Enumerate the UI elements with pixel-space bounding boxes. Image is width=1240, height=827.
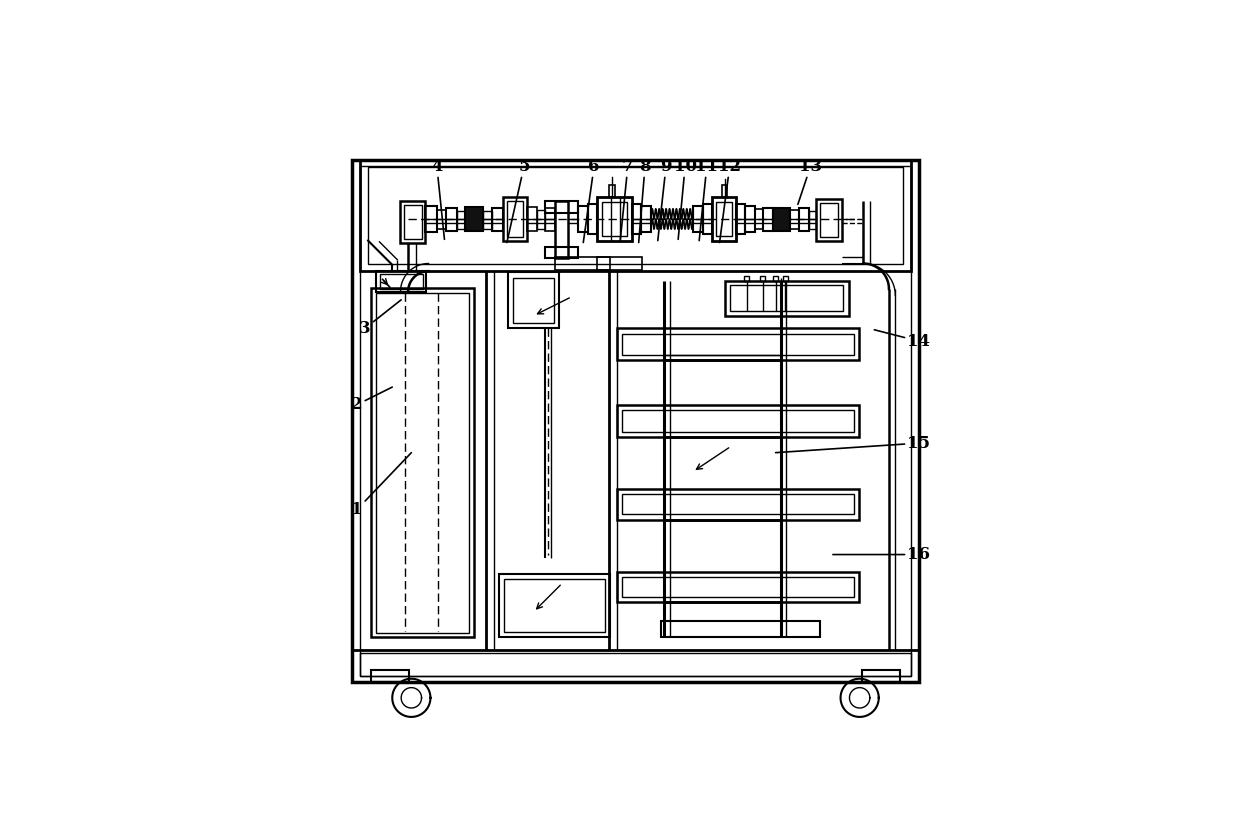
Bar <box>622 577 854 597</box>
Bar <box>361 166 910 676</box>
Bar <box>527 207 537 231</box>
Text: 1: 1 <box>351 452 412 519</box>
Bar <box>371 671 409 682</box>
Text: 14: 14 <box>874 330 930 350</box>
Text: 13: 13 <box>797 158 822 204</box>
Text: 11: 11 <box>696 158 718 241</box>
Bar <box>722 184 727 198</box>
Bar <box>790 210 799 229</box>
Text: 12: 12 <box>718 158 742 242</box>
Bar <box>361 653 910 676</box>
Bar <box>730 285 843 311</box>
Text: 2: 2 <box>351 387 392 414</box>
Bar <box>361 160 910 271</box>
Bar <box>862 671 900 682</box>
Bar <box>737 204 745 233</box>
Text: 16: 16 <box>833 546 930 563</box>
Text: 8: 8 <box>639 158 651 242</box>
Bar <box>352 160 919 682</box>
Bar <box>724 280 849 316</box>
Bar <box>693 206 703 232</box>
Bar <box>601 202 627 237</box>
Text: 7: 7 <box>620 158 634 241</box>
Bar <box>491 208 503 231</box>
Bar <box>498 574 610 638</box>
Bar <box>717 202 732 237</box>
Bar <box>546 247 578 258</box>
Bar <box>773 208 790 231</box>
Text: 5: 5 <box>507 158 529 242</box>
Bar <box>820 203 838 237</box>
Bar <box>352 650 919 682</box>
Bar <box>376 271 427 292</box>
Text: 6: 6 <box>583 158 600 242</box>
Bar <box>537 210 546 229</box>
Bar <box>507 201 523 237</box>
Bar <box>618 328 859 361</box>
Bar <box>808 211 816 228</box>
Bar <box>556 201 568 258</box>
Bar <box>546 201 578 213</box>
Text: 10: 10 <box>673 158 697 239</box>
Bar <box>404 205 422 239</box>
Bar <box>760 275 765 280</box>
Bar <box>632 204 641 233</box>
Bar <box>799 208 808 231</box>
Bar <box>465 207 482 231</box>
Bar <box>618 571 859 602</box>
Bar <box>445 208 458 231</box>
Bar <box>458 211 465 228</box>
Bar <box>622 494 854 514</box>
Bar <box>773 275 779 280</box>
Bar <box>763 208 773 231</box>
Bar <box>513 278 554 323</box>
Bar <box>503 579 605 632</box>
Bar <box>578 206 588 232</box>
Bar <box>744 275 749 280</box>
Bar <box>598 198 632 241</box>
Bar <box>703 204 712 233</box>
Bar <box>745 206 755 232</box>
Bar <box>508 272 559 328</box>
Bar <box>371 289 475 638</box>
Bar <box>425 206 436 232</box>
Bar <box>598 257 642 270</box>
Text: 9: 9 <box>657 158 672 241</box>
Bar <box>712 198 737 241</box>
Bar <box>755 208 763 229</box>
Text: 4: 4 <box>432 158 444 239</box>
Bar <box>588 204 598 233</box>
Bar <box>503 198 527 241</box>
Bar <box>556 257 610 270</box>
Bar <box>379 274 423 289</box>
Text: 3: 3 <box>360 300 402 337</box>
Bar <box>816 199 842 241</box>
Bar <box>609 184 615 198</box>
Bar <box>618 405 859 437</box>
Bar <box>622 410 854 432</box>
Bar <box>622 333 854 356</box>
Bar <box>376 293 469 633</box>
Text: 15: 15 <box>775 435 930 452</box>
Bar <box>661 621 820 638</box>
Bar <box>399 201 425 242</box>
Bar <box>641 206 651 232</box>
Bar <box>618 489 859 519</box>
Bar <box>436 210 445 229</box>
Bar <box>368 167 903 264</box>
Bar <box>546 208 556 231</box>
Bar <box>482 211 491 228</box>
Bar <box>782 275 787 280</box>
